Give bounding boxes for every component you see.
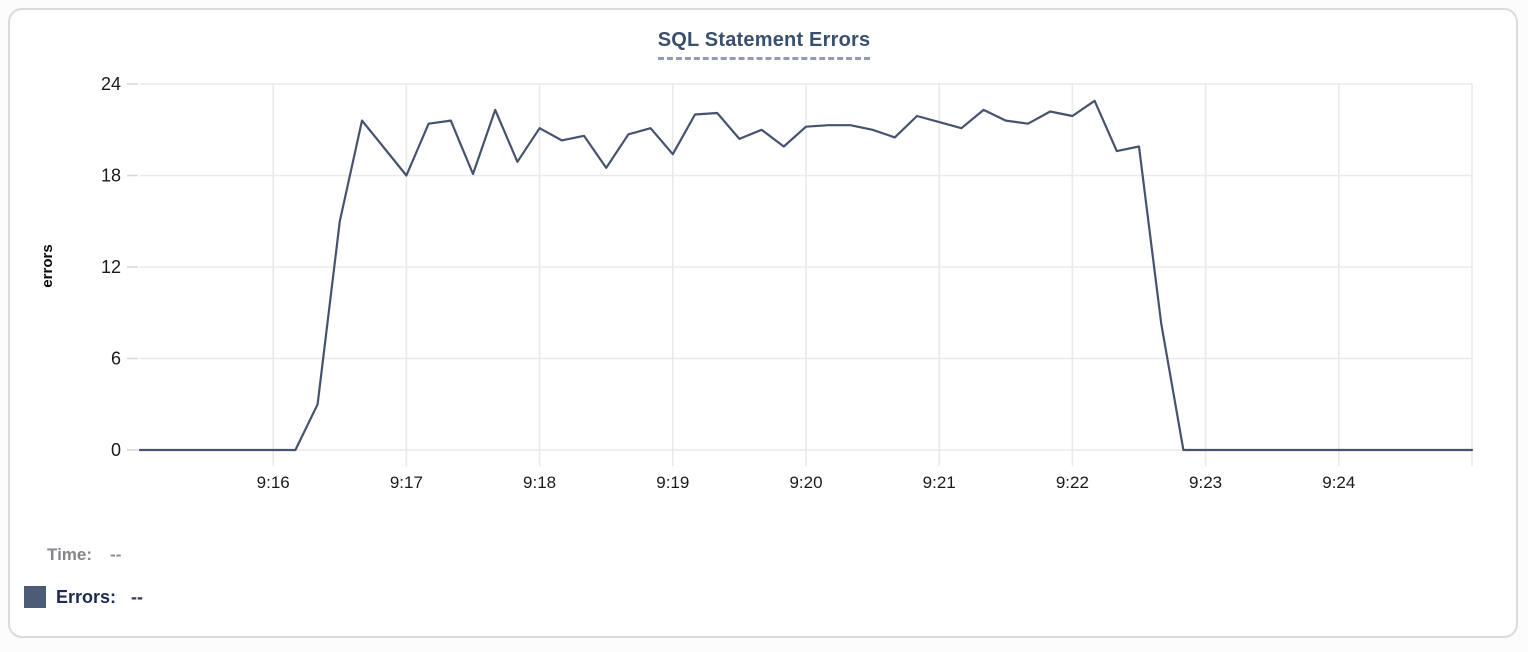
x-tick-label: 9:24 [1322, 473, 1355, 492]
time-readout: Time: -- [47, 545, 121, 565]
chart-canvas[interactable]: 0 6 12 18 24 9:16 9:17 9:18 9:19 9:20 9:21 9:22 9:23… [0, 0, 1528, 520]
x-tick-label: 9:19 [656, 473, 689, 492]
y-tick-label: 18 [101, 166, 121, 186]
errors-series-swatch [24, 586, 46, 608]
y-tick-label: 0 [111, 440, 121, 460]
x-tick-label: 9:17 [390, 473, 423, 492]
errors-readout-label: Errors: [56, 586, 117, 607]
x-tick-label: 9:23 [1189, 473, 1222, 492]
errors-legend-item[interactable]: Errors: -- [24, 586, 143, 608]
time-readout-value: -- [110, 545, 122, 564]
y-tick-label: 6 [111, 349, 121, 369]
errors-readout-value: -- [131, 586, 144, 607]
x-tick-label: 9:22 [1056, 473, 1089, 492]
plot-area[interactable] [140, 84, 1472, 450]
chart-title[interactable]: SQL Statement Errors [657, 29, 871, 60]
x-tick-label: 9:21 [923, 473, 956, 492]
time-readout-label: Time: [47, 545, 93, 564]
chart-card [8, 8, 1518, 638]
x-tick-label: 9:18 [523, 473, 556, 492]
chart-header: SQL Statement Errors [0, 29, 1528, 60]
y-tick-label: 24 [101, 74, 121, 94]
y-tick-label: 12 [101, 257, 121, 277]
errors-line-series [138, 99, 1474, 452]
x-tick-label: 9:20 [789, 473, 822, 492]
x-tick-label: 9:16 [257, 473, 290, 492]
